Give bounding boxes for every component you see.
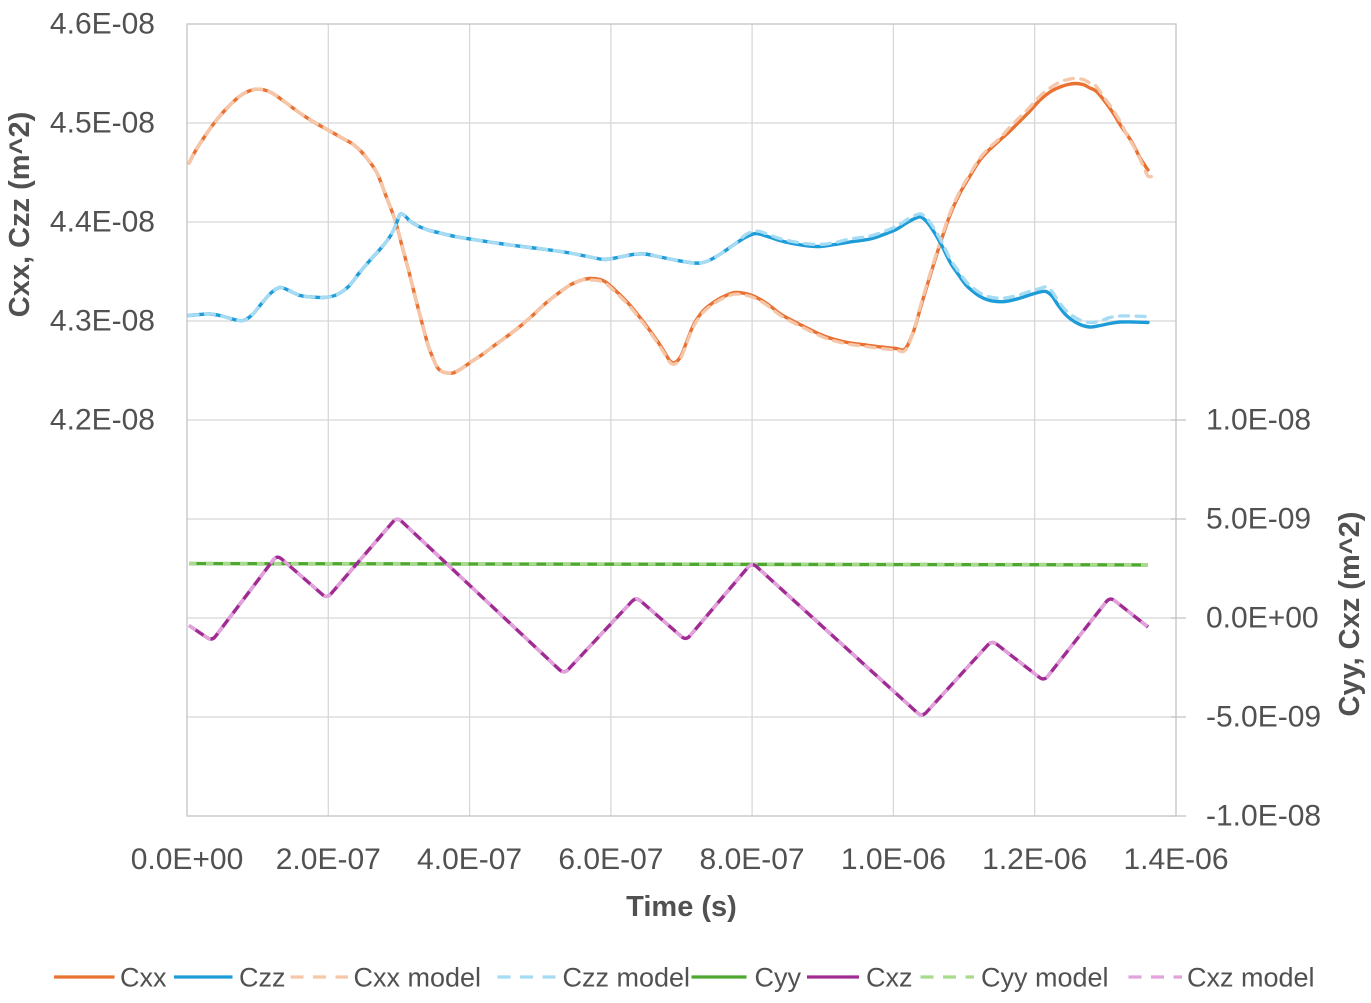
svg-text:Cxz model: Cxz model xyxy=(1187,963,1315,993)
svg-text:Cxx: Cxx xyxy=(120,963,167,993)
svg-text:6.0E-07: 6.0E-07 xyxy=(558,843,663,876)
svg-text:4.2E-08: 4.2E-08 xyxy=(50,404,155,437)
svg-text:2.0E-07: 2.0E-07 xyxy=(276,843,381,876)
svg-text:1.0E-06: 1.0E-06 xyxy=(841,843,946,876)
svg-text:0.0E+00: 0.0E+00 xyxy=(131,843,244,876)
svg-text:Cxz: Cxz xyxy=(866,963,913,993)
svg-text:Cyy, Cxz (m^2): Cyy, Cxz (m^2) xyxy=(1334,512,1366,717)
svg-text:Time (s): Time (s) xyxy=(626,891,737,923)
svg-text:0.0E+00: 0.0E+00 xyxy=(1206,602,1319,635)
svg-text:1.2E-06: 1.2E-06 xyxy=(982,843,1087,876)
svg-text:4.5E-08: 4.5E-08 xyxy=(50,107,155,140)
svg-text:Czz: Czz xyxy=(239,963,286,993)
svg-text:8.0E-07: 8.0E-07 xyxy=(700,843,805,876)
svg-text:4.6E-08: 4.6E-08 xyxy=(50,8,155,41)
svg-text:1.0E-08: 1.0E-08 xyxy=(1206,404,1311,437)
svg-text:-5.0E-09: -5.0E-09 xyxy=(1206,701,1321,734)
svg-text:Cxx model: Cxx model xyxy=(354,963,482,993)
svg-text:4.4E-08: 4.4E-08 xyxy=(50,206,155,239)
svg-text:1.4E-06: 1.4E-06 xyxy=(1123,843,1228,876)
svg-text:Cxx, Czz (m^2): Cxx, Czz (m^2) xyxy=(4,112,36,317)
svg-text:4.3E-08: 4.3E-08 xyxy=(50,305,155,338)
svg-text:Cyy model: Cyy model xyxy=(981,963,1109,993)
svg-text:4.0E-07: 4.0E-07 xyxy=(417,843,522,876)
svg-text:-1.0E-08: -1.0E-08 xyxy=(1206,800,1321,833)
svg-text:5.0E-09: 5.0E-09 xyxy=(1206,503,1311,536)
svg-text:Czz model: Czz model xyxy=(563,963,691,993)
svg-text:Cyy: Cyy xyxy=(755,963,802,993)
